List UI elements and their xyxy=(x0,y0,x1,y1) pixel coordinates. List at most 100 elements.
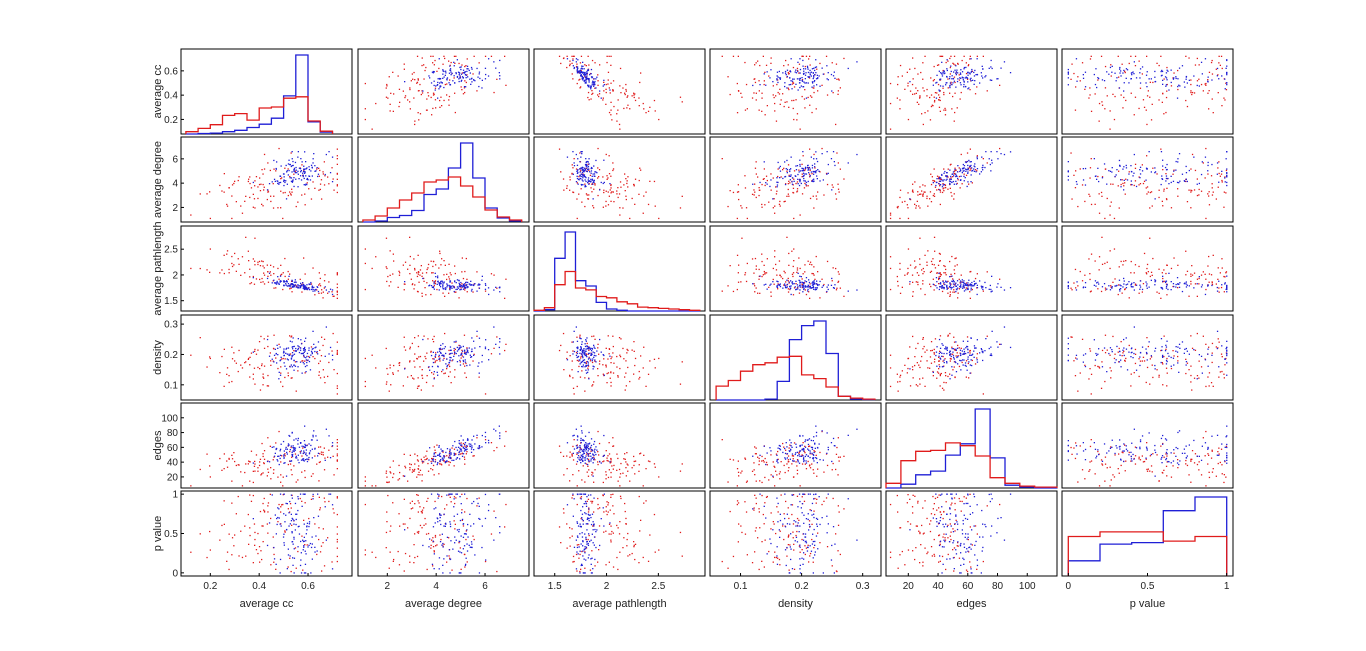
scatter-point xyxy=(1218,161,1220,163)
scatter-point xyxy=(419,83,421,86)
scatter-point xyxy=(589,347,591,349)
scatter-point xyxy=(407,99,409,101)
scatter-point xyxy=(736,217,738,220)
scatter-point xyxy=(453,55,456,57)
scatter-point xyxy=(587,353,589,355)
scatter-point xyxy=(967,351,969,354)
scatter-point xyxy=(305,288,307,290)
scatter-point xyxy=(275,287,277,289)
scatter-point xyxy=(418,271,420,273)
scatter-point xyxy=(939,260,941,262)
scatter-point xyxy=(431,372,433,374)
scatter-point xyxy=(1198,194,1200,196)
scatter-point xyxy=(585,340,587,342)
scatter-point xyxy=(592,384,594,386)
scatter-point xyxy=(409,361,411,363)
scatter-point xyxy=(591,84,593,86)
scatter-point xyxy=(953,80,955,82)
ytick-label: 6 xyxy=(172,154,178,165)
scatter-point xyxy=(787,291,790,293)
scatter-point xyxy=(796,287,799,289)
scatter-point xyxy=(438,354,440,356)
scatter-point xyxy=(741,96,743,98)
scatter-point xyxy=(804,169,806,172)
scatter-point xyxy=(451,352,453,354)
scatter-point xyxy=(582,352,584,354)
scatter-point xyxy=(943,272,945,274)
scatter-point xyxy=(1177,158,1179,160)
scatter-point xyxy=(571,172,573,175)
scatter-point xyxy=(909,385,912,387)
scatter-point xyxy=(809,287,811,289)
scatter-point xyxy=(451,287,453,289)
scatter-point xyxy=(477,76,479,78)
scatter-point xyxy=(938,70,940,72)
scatter-point xyxy=(1154,280,1157,282)
scatter-point xyxy=(587,91,590,94)
scatter-point xyxy=(1148,78,1150,80)
scatter-point xyxy=(801,167,803,169)
scatter-point xyxy=(607,372,610,374)
scatter-point xyxy=(1131,282,1133,284)
scatter-point xyxy=(587,180,589,183)
scatter-point xyxy=(1123,179,1125,181)
scatter-point xyxy=(272,266,275,268)
scatter-point xyxy=(474,80,476,82)
scatter-point xyxy=(322,297,324,299)
scatter-point xyxy=(922,62,924,64)
scatter-point xyxy=(948,180,951,182)
scatter-point xyxy=(1193,189,1196,191)
scatter-point xyxy=(336,274,338,276)
scatter-point xyxy=(318,362,320,365)
scatter-point xyxy=(943,70,945,72)
scatter-point xyxy=(1156,173,1158,175)
scatter-point xyxy=(398,270,400,272)
scatter-point xyxy=(471,81,473,83)
scatter-point xyxy=(740,205,742,207)
scatter-point xyxy=(957,72,959,74)
scatter-point xyxy=(795,280,797,282)
scatter-point xyxy=(631,197,633,200)
scatter-point xyxy=(1110,64,1112,66)
scatter-point xyxy=(1135,284,1138,286)
scatter-point xyxy=(291,280,293,282)
scatter-point xyxy=(1073,72,1075,75)
scatter-point xyxy=(505,84,507,86)
scatter-point xyxy=(814,166,816,168)
scatter-point xyxy=(966,77,969,80)
scatter-point xyxy=(960,281,962,283)
scatter-point xyxy=(453,341,455,343)
scatter-point xyxy=(332,178,334,180)
scatter-point xyxy=(1109,170,1112,172)
scatter-point xyxy=(942,69,944,72)
scatter-point xyxy=(286,358,288,360)
scatter-point xyxy=(286,347,288,349)
scatter-point xyxy=(291,352,294,354)
scatter-point xyxy=(981,156,983,158)
scatter-point xyxy=(930,201,933,203)
scatter-point xyxy=(1098,77,1100,80)
scatter-point xyxy=(308,349,310,351)
scatter-point xyxy=(1115,80,1117,82)
scatter-point xyxy=(974,163,976,165)
scatter-point xyxy=(1170,69,1172,71)
scatter-point xyxy=(290,364,292,366)
scatter-point xyxy=(809,95,812,97)
scatter-point xyxy=(1219,175,1221,177)
scatter-point xyxy=(954,92,956,94)
scatter-point xyxy=(805,293,808,296)
scatter-point xyxy=(946,68,948,70)
scatter-point xyxy=(968,87,970,89)
scatter-point xyxy=(809,148,811,150)
scatter-point xyxy=(972,79,974,81)
scatter-point xyxy=(679,207,682,209)
scatter-point xyxy=(1210,175,1213,177)
scatter-point xyxy=(331,350,333,352)
scatter-point xyxy=(566,185,568,187)
scatter-point xyxy=(291,279,293,281)
scatter-point xyxy=(974,93,977,95)
scatter-point xyxy=(285,283,287,285)
scatter-point xyxy=(388,76,390,78)
scatter-point xyxy=(427,267,429,269)
scatter-point xyxy=(464,270,466,273)
